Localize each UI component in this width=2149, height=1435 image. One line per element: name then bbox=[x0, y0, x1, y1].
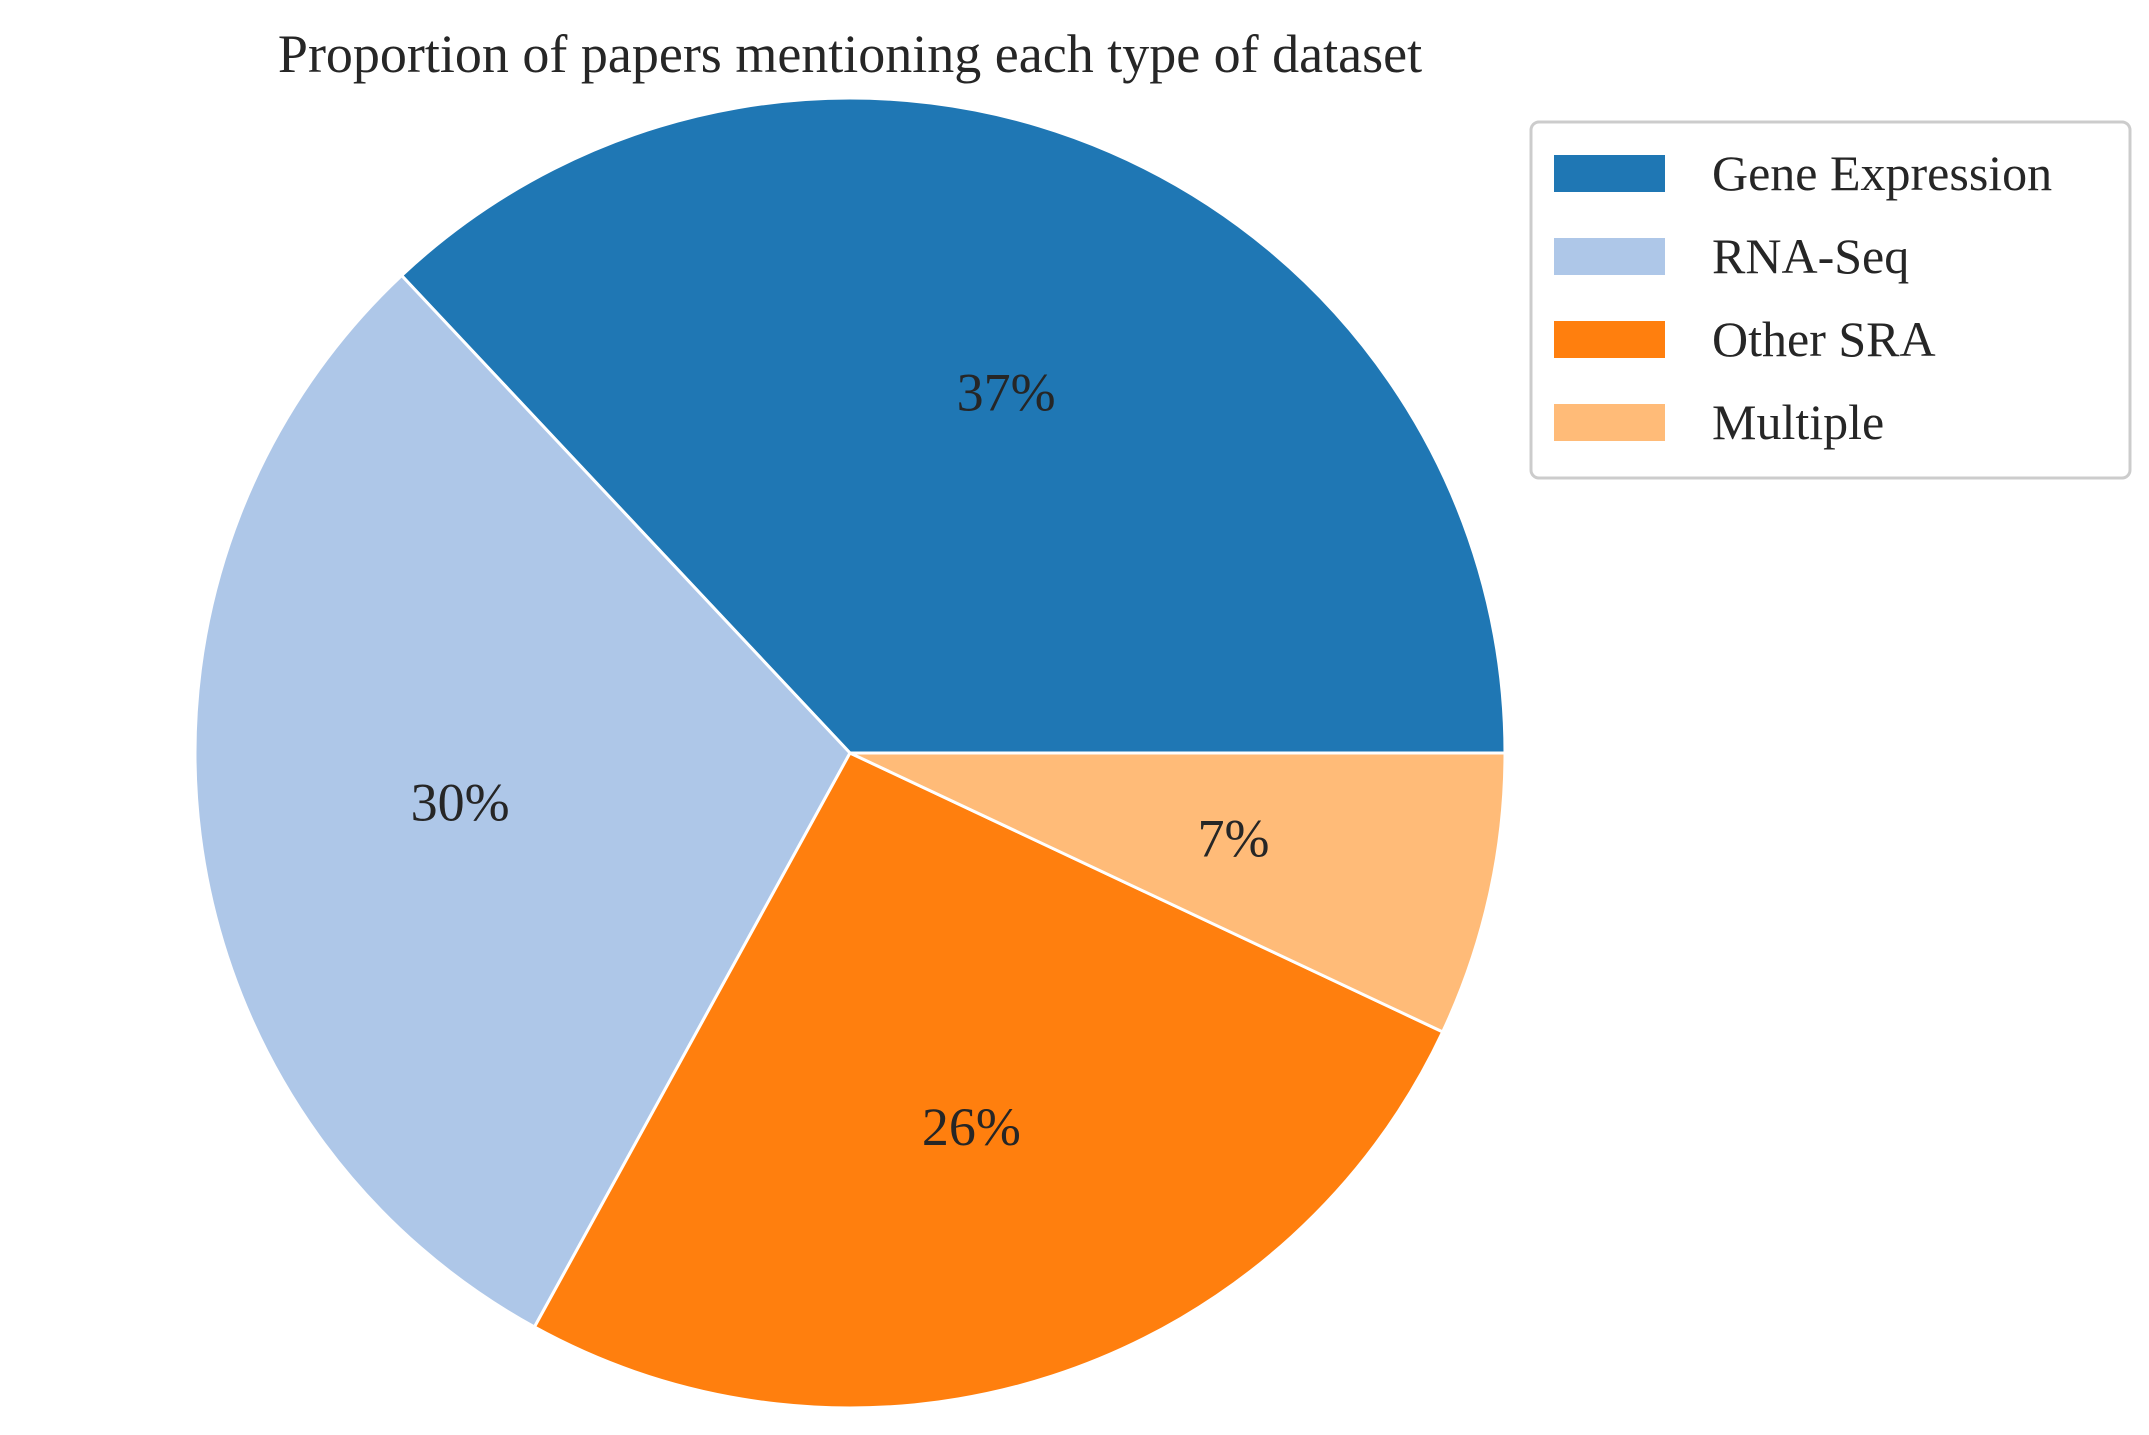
legend-label-gene-expression: Gene Expression bbox=[1712, 145, 2052, 201]
legend: Gene Expression RNA-Seq Other SRA Multiple bbox=[1529, 120, 2132, 480]
pie-slice-gene-expression bbox=[400, 96, 1507, 755]
pie-slice-other-sra bbox=[532, 751, 1445, 1410]
pie-slice-multiple bbox=[848, 751, 1507, 1034]
slice-label-gene-expression: 37% bbox=[957, 362, 1056, 422]
chart-title: Proportion of papers mentioning each typ… bbox=[278, 24, 1422, 84]
slice-label-other-sra: 26% bbox=[922, 1097, 1021, 1157]
slice-label-rna-seq: 30% bbox=[411, 772, 510, 832]
slice-label-multiple: 7% bbox=[1198, 809, 1270, 869]
legend-entries: Gene Expression RNA-Seq Other SRA Multiple bbox=[1554, 145, 2052, 450]
pie-slice-rna-seq bbox=[193, 274, 852, 1329]
legend-swatch-gene-expression bbox=[1554, 155, 1665, 192]
legend-label-multiple: Multiple bbox=[1712, 394, 1884, 450]
legend-swatch-other-sra bbox=[1554, 321, 1665, 358]
legend-frame bbox=[1529, 120, 2132, 480]
pie-slice-labels: 37% 30% 26% 7% bbox=[411, 362, 1270, 1157]
legend-label-other-sra: Other SRA bbox=[1712, 311, 1936, 367]
legend-swatch-rna-seq bbox=[1554, 238, 1665, 275]
legend-swatch-multiple bbox=[1554, 404, 1665, 441]
pie-slices bbox=[193, 96, 1507, 1410]
legend-label-rna-seq: RNA-Seq bbox=[1712, 228, 1909, 284]
